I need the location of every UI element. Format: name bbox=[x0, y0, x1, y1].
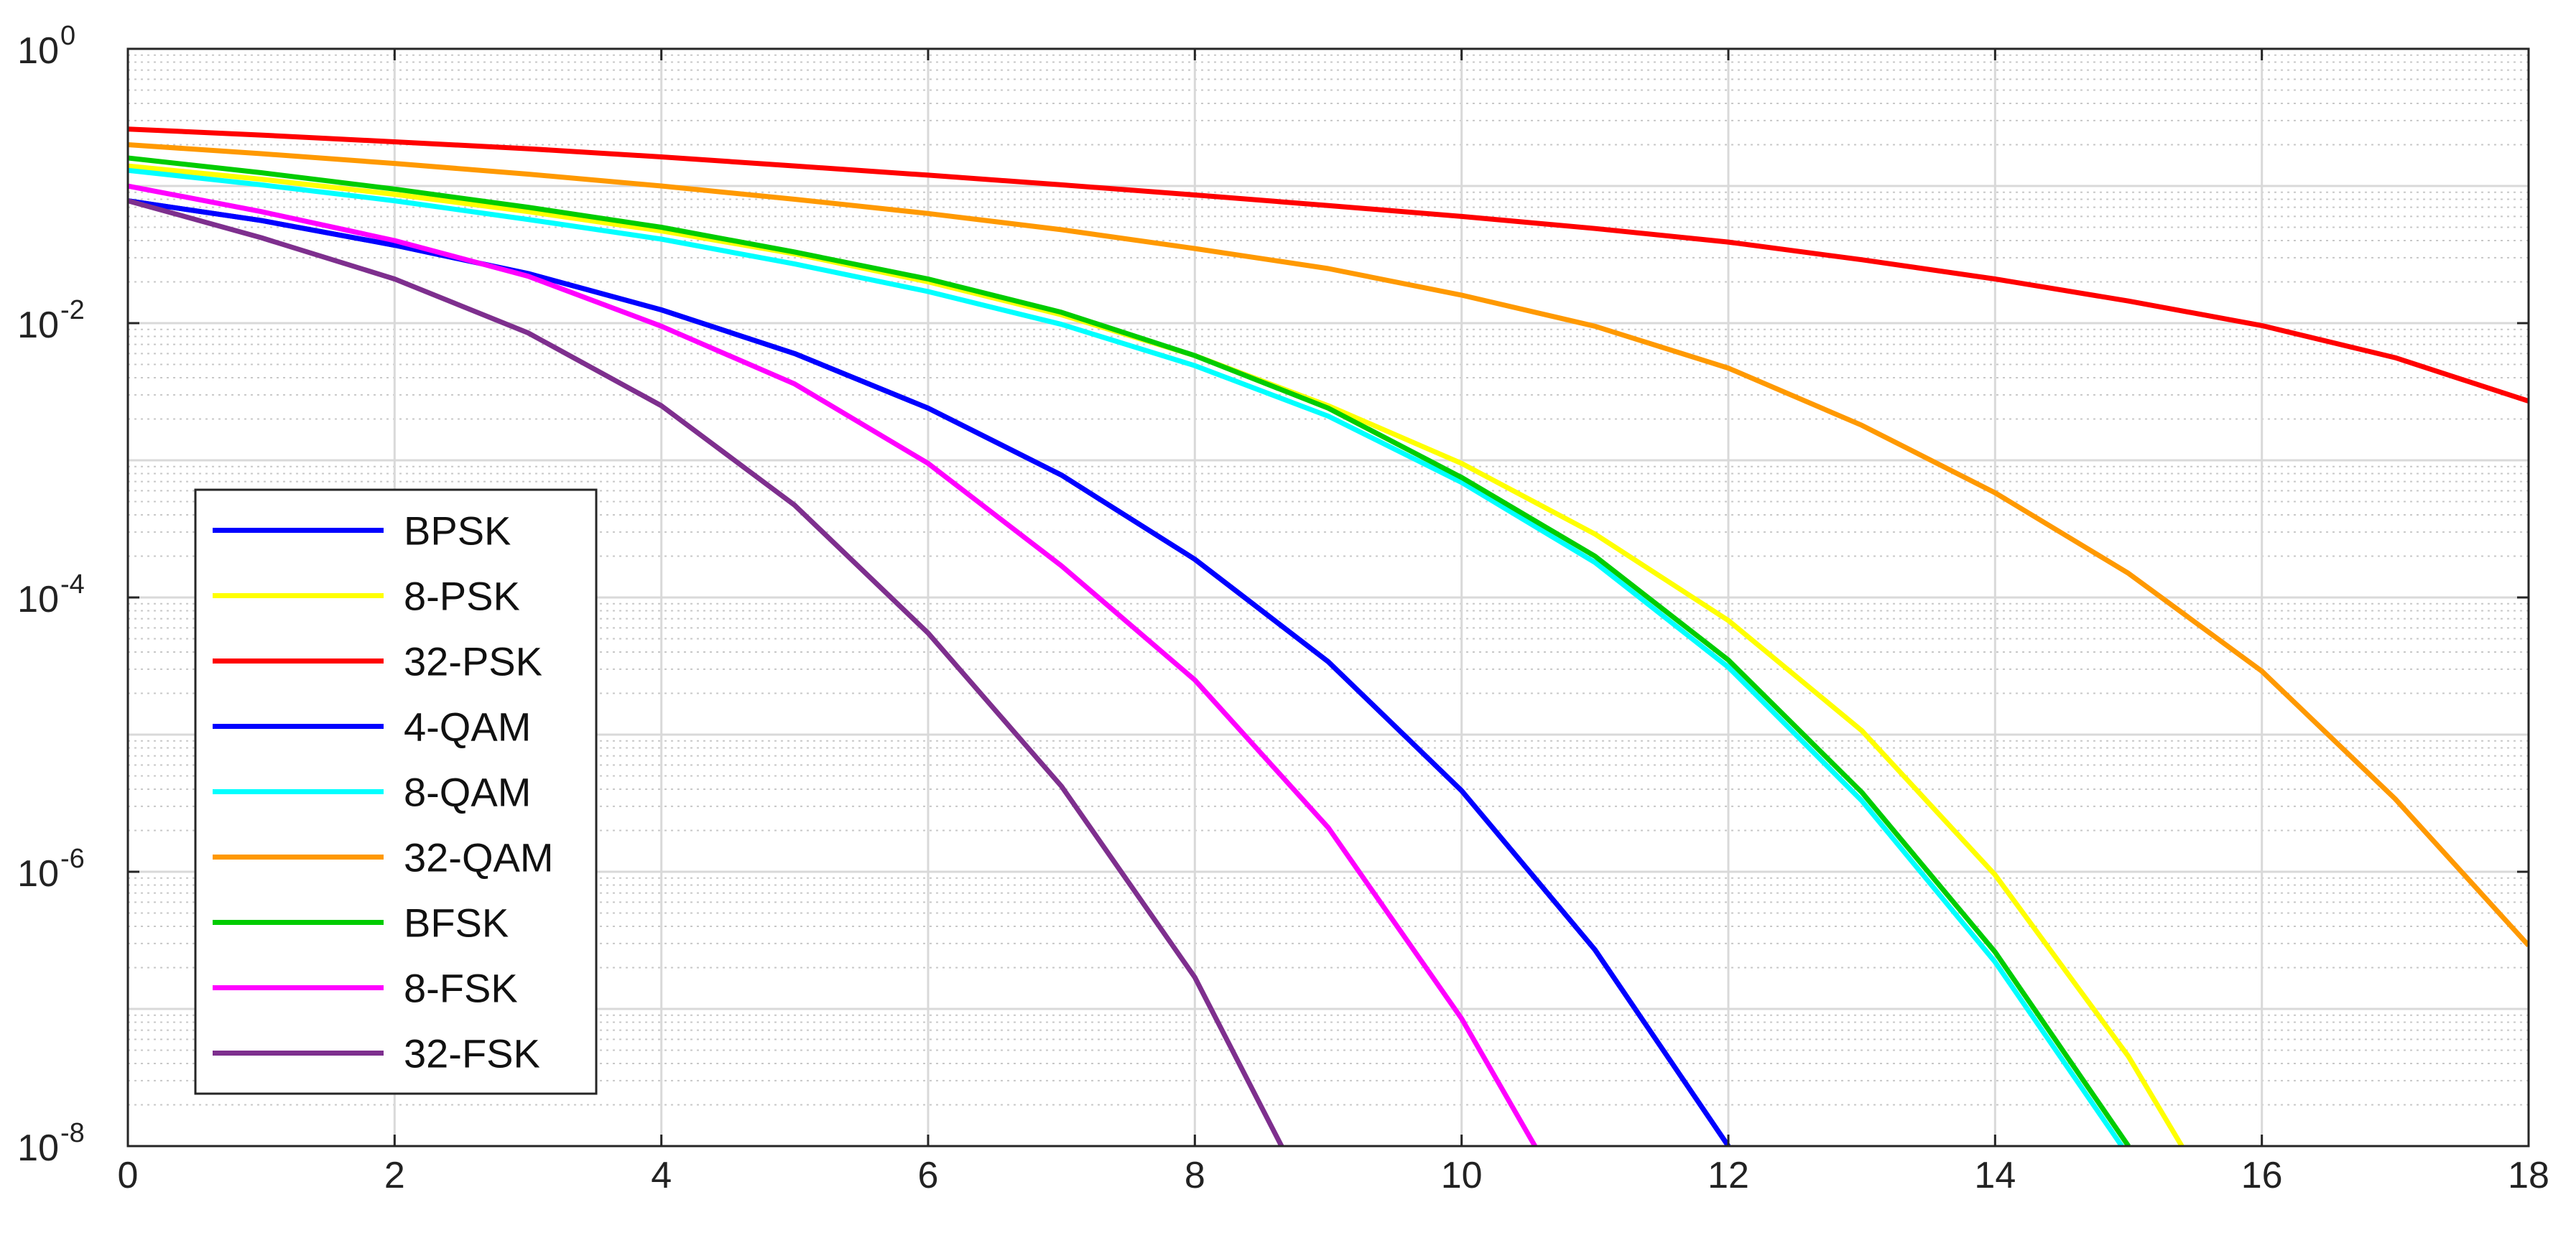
y-tick-label: 10 -8 bbox=[17, 1118, 85, 1169]
legend-label: 32-FSK bbox=[404, 1031, 540, 1076]
x-tick-label: 18 bbox=[2508, 1155, 2549, 1196]
y-tick-exponent: -4 bbox=[60, 569, 85, 600]
x-tick-label: 16 bbox=[2241, 1155, 2283, 1196]
x-tick-label: 2 bbox=[384, 1155, 405, 1196]
legend-label: 8-QAM bbox=[404, 770, 531, 815]
legend-label: 8-PSK bbox=[404, 574, 520, 619]
legend: BPSK 8-PSK 32-PSK 4-QAM 8-QAM 32-QAM BFSK 8-FSK… bbox=[194, 488, 598, 1095]
y-tick-label: 10 -6 bbox=[17, 844, 85, 895]
series-layer bbox=[128, 126, 2529, 1146]
legend-label: 32-PSK bbox=[404, 639, 542, 684]
series-line-8-fsk bbox=[128, 183, 1537, 1146]
y-tick-label: 10 -2 bbox=[17, 295, 85, 346]
x-tick-label: 8 bbox=[1185, 1155, 1205, 1196]
x-tick-label: 0 bbox=[118, 1155, 139, 1196]
x-tick-label: 10 bbox=[1441, 1155, 1483, 1196]
x-tick-label: 14 bbox=[1974, 1155, 2016, 1196]
x-tick-label: 6 bbox=[918, 1155, 939, 1196]
series-line-bfsk bbox=[128, 155, 2131, 1146]
legend-item: 8-PSK bbox=[213, 574, 520, 619]
y-tick-base: 10 bbox=[17, 30, 59, 72]
series-line-32-psk bbox=[128, 126, 2529, 404]
y-tick-exponent: -2 bbox=[60, 295, 85, 325]
legend-label: BPSK bbox=[404, 508, 511, 554]
y-tick-base: 10 bbox=[17, 853, 59, 895]
legend-item: 4-QAM bbox=[213, 704, 531, 750]
x-tick-label: 12 bbox=[1708, 1155, 1749, 1196]
y-tick-exponent: -8 bbox=[60, 1118, 85, 1148]
legend-item: 8-QAM bbox=[213, 770, 531, 815]
legend-item: 8-FSK bbox=[213, 966, 518, 1011]
legend-label: 8-FSK bbox=[404, 966, 518, 1011]
legend-label: 4-QAM bbox=[404, 704, 531, 750]
y-tick-label: 10 -4 bbox=[17, 569, 85, 620]
y-tick-exponent: -6 bbox=[60, 844, 85, 874]
y-tick-base: 10 bbox=[17, 1127, 59, 1169]
y-tick-base: 10 bbox=[17, 304, 59, 346]
series-line-32-qam bbox=[128, 142, 2529, 948]
y-tick-label: 10 0 bbox=[17, 21, 75, 72]
legend-label: BFSK bbox=[404, 900, 509, 946]
series-line-8-qam bbox=[128, 167, 2124, 1146]
legend-label: 32-QAM bbox=[404, 835, 554, 880]
y-tick-exponent: 0 bbox=[60, 21, 75, 51]
legend-item: 32-PSK bbox=[213, 639, 542, 684]
legend-item: BFSK bbox=[213, 900, 509, 946]
y-tick-base: 10 bbox=[17, 579, 59, 620]
series-line-32-fsk bbox=[128, 198, 1284, 1146]
legend-item: 32-FSK bbox=[213, 1031, 540, 1076]
legend-item: BPSK bbox=[213, 508, 511, 554]
legend-item: 32-QAM bbox=[213, 835, 554, 880]
x-tick-label: 4 bbox=[651, 1155, 672, 1196]
series-line-4-qam bbox=[128, 198, 1731, 1146]
